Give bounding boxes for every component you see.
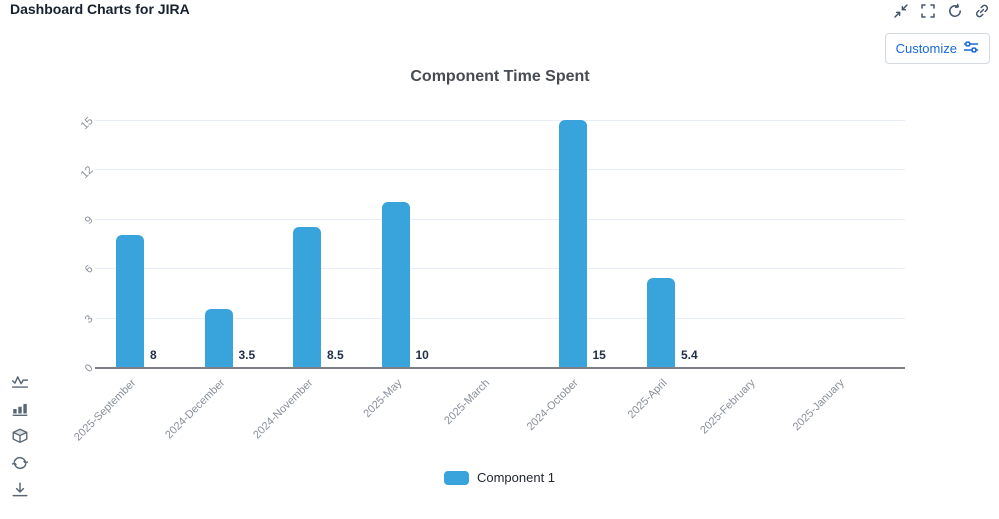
sync-view-button[interactable] — [11, 454, 29, 472]
x-axis-label: 2025-April — [625, 377, 670, 421]
plot-area: 0 3 6 9 12 15 8 2025-September 3.5 2024-December 8… — [72, 115, 905, 443]
customize-button-label: Customize — [895, 41, 957, 56]
x-axis-label: 2024-October — [524, 377, 581, 434]
bar[interactable] — [204, 309, 233, 367]
bar-chart-icon — [11, 400, 29, 418]
y-axis-label: 9 — [82, 213, 96, 227]
x-axis-label: 2025-March — [442, 377, 493, 427]
y-axis-label: 3 — [82, 312, 96, 326]
bar-value-label: 8.5 — [327, 348, 344, 362]
x-axis-label: 2025-February — [698, 377, 758, 437]
bar[interactable] — [293, 227, 321, 367]
cube-view-button[interactable] — [11, 427, 29, 445]
chart-type-toolbar — [11, 373, 29, 499]
bar-value-label: 5.4 — [681, 348, 698, 362]
chart-title: Component Time Spent — [410, 68, 590, 85]
bar[interactable] — [647, 278, 675, 367]
gridline — [95, 218, 905, 220]
gridline — [95, 268, 905, 270]
bar[interactable] — [381, 202, 410, 367]
bar-chart-view-button[interactable] — [11, 400, 29, 418]
window-controls — [893, 3, 990, 19]
bar-value-label: 10 — [415, 348, 429, 362]
download-button[interactable] — [11, 481, 29, 499]
line-chart-view-button[interactable] — [11, 373, 29, 391]
customize-button[interactable]: Customize — [884, 33, 990, 64]
download-icon — [11, 481, 29, 499]
expand-icon — [920, 3, 936, 19]
cube-icon — [11, 427, 29, 445]
bar-value-label: 15 — [592, 348, 606, 362]
x-axis-label: 2024-December — [162, 377, 227, 442]
y-axis-label: 0 — [82, 362, 96, 375]
bar-value-label: 8 — [150, 348, 157, 362]
bar[interactable] — [558, 120, 587, 367]
y-axis-label: 6 — [82, 263, 96, 277]
reset-icon — [947, 3, 963, 19]
bar[interactable] — [116, 235, 144, 367]
expand-button[interactable] — [920, 3, 936, 19]
link-button[interactable] — [974, 3, 990, 19]
gridline — [95, 317, 905, 319]
activity-chart-icon — [11, 373, 29, 391]
collapse-button[interactable] — [893, 3, 909, 19]
x-axis-label: 2025-January — [790, 377, 847, 434]
gridline — [95, 169, 905, 171]
y-axis-label: 15 — [78, 115, 96, 133]
legend-item-component-1[interactable]: Component 1 — [443, 470, 556, 485]
legend-swatch — [443, 470, 469, 485]
x-axis-label: 2024-November — [251, 377, 316, 442]
bar-value-label: 3.5 — [238, 348, 256, 362]
gridline — [95, 120, 905, 121]
legend-label: Component 1 — [476, 470, 556, 485]
x-axis-label: 2025-September — [72, 377, 139, 444]
y-axis-label: 12 — [78, 164, 96, 182]
link-icon — [974, 3, 990, 19]
sync-icon — [11, 454, 29, 472]
x-axis-label: 2025-May — [360, 377, 404, 421]
collapse-icon — [893, 3, 909, 19]
sliders-icon — [963, 39, 979, 58]
reset-button[interactable] — [947, 3, 963, 19]
page-title: Dashboard Charts for JIRA — [10, 1, 190, 17]
chart-legend: Component 1 — [0, 470, 999, 485]
